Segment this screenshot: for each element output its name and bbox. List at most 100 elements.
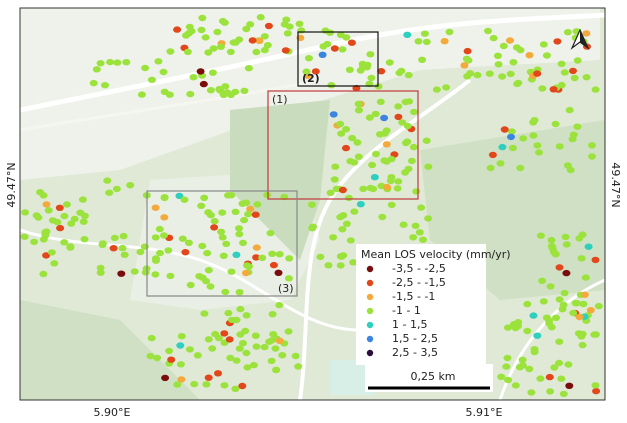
point [227,91,235,99]
point [20,233,29,240]
point [226,48,235,56]
point [512,44,521,51]
point [575,235,584,242]
point [308,201,316,208]
point [502,363,511,370]
point [591,382,600,389]
legend-swatch [366,335,374,343]
point [496,160,505,167]
box-label: (2) [302,72,320,85]
point [241,327,250,335]
point [216,43,225,50]
point [519,135,528,142]
point [252,48,261,56]
point [342,126,351,133]
point [154,58,163,65]
point [418,56,427,63]
point [584,243,593,250]
point [535,149,543,156]
map-base [20,8,605,400]
point [80,236,89,243]
point [240,216,249,224]
point [339,212,348,219]
point [515,364,524,371]
point [269,261,278,269]
point [550,364,559,371]
point [189,74,198,81]
point [126,182,135,189]
point [566,166,575,174]
point [336,120,345,128]
point [151,234,160,241]
point [442,84,451,91]
point [394,103,403,110]
point [506,37,514,44]
point [353,139,362,146]
legend-box [356,244,486,365]
point [338,186,347,194]
point [147,334,156,342]
point [382,141,391,148]
point [509,59,518,66]
point [588,142,596,149]
point [507,128,516,135]
point [151,204,160,211]
point [265,338,274,345]
point [274,269,283,276]
point [231,385,240,392]
point [445,28,454,36]
point [350,159,359,166]
point [539,298,548,305]
point [232,251,241,258]
study-box [146,190,298,297]
point [206,283,215,290]
point [533,332,542,339]
point [538,85,547,92]
point [240,87,249,95]
point [586,307,595,314]
scale-bar-label: 0,25 km [410,370,455,383]
point [359,185,368,192]
point [536,375,545,382]
point [55,204,64,211]
point [558,306,567,313]
point [337,130,346,137]
point [200,310,209,317]
point [178,235,187,242]
point [227,268,236,275]
point [266,229,275,237]
point [420,30,429,37]
point [79,218,88,225]
point [380,114,389,122]
point [582,30,591,37]
point [560,289,569,297]
point [564,361,573,368]
point [497,373,506,380]
legend: Mean LOS velocity (mm/yr) -3,5 - -2,5-2,… [356,244,511,365]
point [402,139,410,147]
point [412,188,421,195]
legend-label: 2,5 - 3,5 [392,346,438,359]
point [186,281,195,289]
point [523,300,532,308]
point [275,251,284,258]
point [424,163,433,170]
point [568,135,577,143]
point [326,189,335,196]
point [278,352,287,359]
point [210,218,219,225]
lat-label: 49.47°N [5,162,18,207]
point [119,232,128,240]
point [311,68,320,75]
point [462,55,471,62]
point [208,69,217,76]
point [403,122,412,130]
point [555,338,564,345]
point [96,269,105,276]
point [387,155,396,163]
point [415,229,424,236]
point [216,87,225,94]
point [591,331,600,338]
point [347,39,356,46]
